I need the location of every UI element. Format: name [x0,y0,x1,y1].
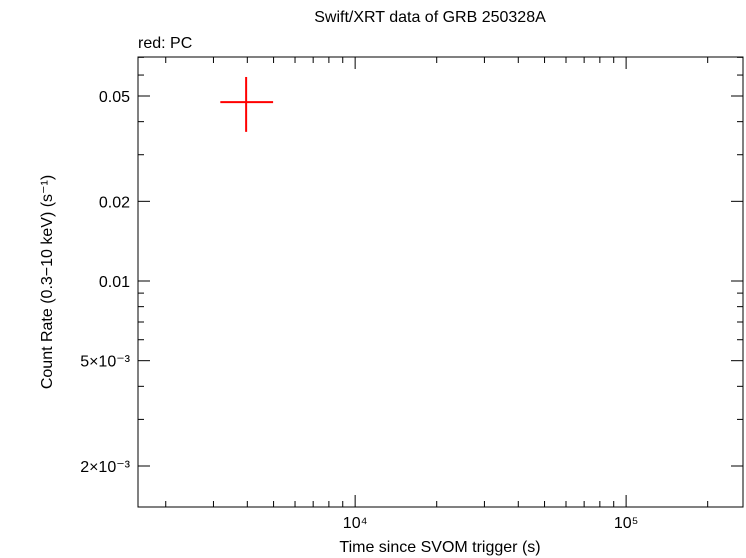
y-tick-label: 0.01 [99,274,130,291]
plot-frame [137,56,744,508]
x-tick-label: 10⁴ [343,515,368,532]
y-tick-label: 0.05 [99,89,130,106]
x-tick-label: 10⁵ [614,515,638,532]
x-axis-label: Time since SVOM trigger (s) [339,539,540,556]
y-tick-label: 2×10⁻³ [80,459,130,476]
y-tick-label: 0.02 [99,194,130,211]
chart-title: Swift/XRT data of GRB 250328A [314,9,546,26]
annotation: red: PC [138,35,192,52]
y-axis-label: Count Rate (0.3−10 keV) (s⁻¹) [39,175,56,389]
y-tick-label: 5×10⁻³ [80,354,130,371]
